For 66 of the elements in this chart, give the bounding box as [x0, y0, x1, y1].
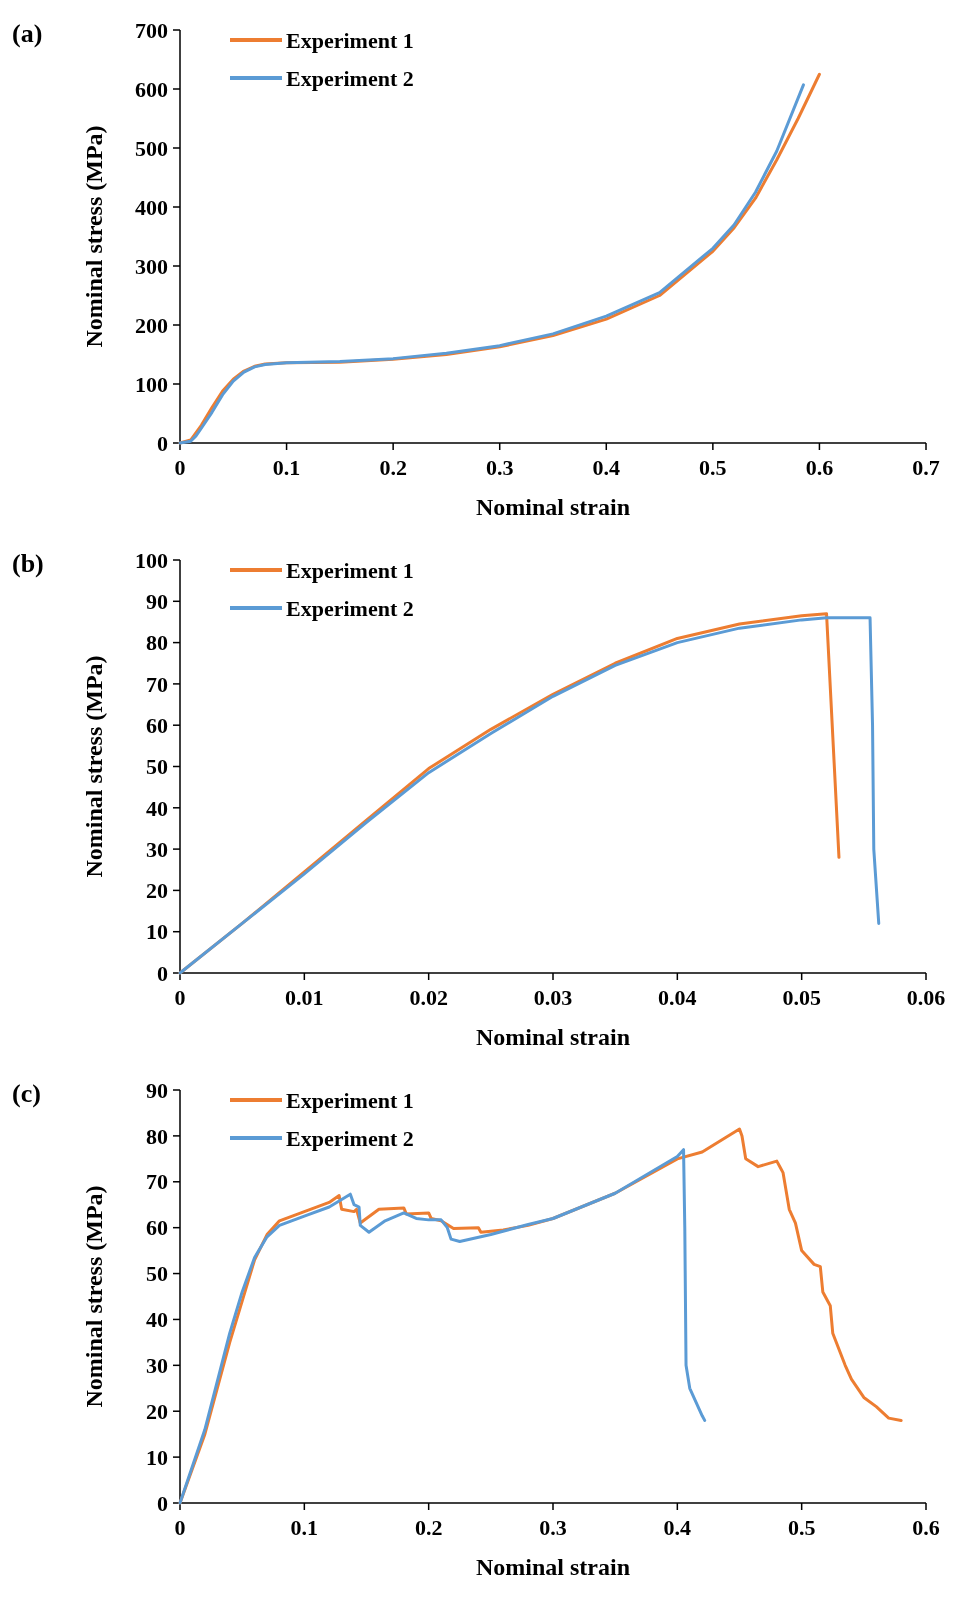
- x-tick-label: 0: [174, 985, 186, 1010]
- chart-title: (a): [12, 19, 43, 48]
- x-tick-label: 0.6: [805, 455, 834, 480]
- y-tick-label: 10: [146, 919, 168, 945]
- y-tick-label: 0: [157, 960, 168, 986]
- x-tick-label: 0.5: [699, 455, 727, 480]
- y-tick-label: 0: [157, 430, 168, 456]
- y-tick-label: 100: [135, 371, 168, 397]
- x-tick-label: 0.05: [782, 985, 821, 1010]
- x-tick-label: 0.5: [787, 1515, 816, 1540]
- x-tick-label: 0.4: [663, 1515, 692, 1540]
- y-tick-label: 60: [146, 1215, 168, 1241]
- y-tick-label: 90: [146, 589, 168, 614]
- y-tick-label: 70: [146, 671, 168, 697]
- x-tick-label: 0.4: [592, 455, 621, 480]
- x-tick-label: 0.6: [912, 1515, 940, 1540]
- y-tick-label: 50: [146, 1261, 168, 1287]
- legend-label: Experiment 2: [286, 595, 414, 621]
- y-tick-label: 70: [146, 1169, 168, 1195]
- y-tick-label: 20: [146, 1398, 168, 1424]
- legend-label: Experiment 1: [286, 557, 414, 583]
- x-tick-label: 0.01: [285, 985, 324, 1010]
- x-axis-title: Nominal strain: [475, 1024, 631, 1050]
- x-tick-label: 0.7: [912, 455, 940, 480]
- x-tick-label: 0.1: [290, 1515, 319, 1540]
- x-tick-label: 0.02: [409, 985, 448, 1010]
- x-tick-label: 0.3: [485, 455, 514, 480]
- x-tick-label: 0.06: [906, 985, 946, 1010]
- legend-label: Experiment 2: [286, 65, 414, 91]
- y-tick-label: 80: [146, 1123, 168, 1149]
- y-tick-label: 30: [146, 836, 168, 862]
- y-tick-label: 50: [146, 754, 168, 780]
- y-tick-label: 0: [157, 1490, 168, 1516]
- x-tick-label: 0.03: [533, 985, 573, 1010]
- x-tick-label: 0: [174, 455, 186, 480]
- y-tick-label: 700: [135, 17, 168, 43]
- x-tick-label: 0.2: [414, 1515, 443, 1540]
- chart-title: (b): [12, 549, 44, 578]
- x-tick-label: 0.04: [658, 985, 697, 1010]
- y-tick-label: 30: [146, 1353, 168, 1379]
- x-axis-title: Nominal strain: [475, 1554, 631, 1580]
- y-tick-label: 10: [146, 1444, 168, 1470]
- chart-title: (c): [12, 1079, 41, 1108]
- y-tick-label: 80: [146, 630, 168, 656]
- y-tick-label: 100: [135, 547, 168, 573]
- y-tick-label: 400: [135, 194, 168, 220]
- y-axis-title: Nominal stress (MPa): [81, 125, 107, 348]
- x-tick-label: 0.3: [539, 1515, 567, 1540]
- legend-label: Experiment 1: [286, 27, 414, 53]
- y-axis-title: Nominal stress (MPa): [81, 655, 107, 878]
- y-tick-label: 40: [146, 795, 168, 821]
- x-tick-label: 0.2: [379, 455, 407, 480]
- y-tick-label: 600: [135, 76, 168, 102]
- y-tick-label: 90: [146, 1077, 168, 1103]
- x-tick-label: 0: [174, 1515, 186, 1540]
- y-tick-label: 40: [146, 1307, 168, 1333]
- x-axis-title: Nominal strain: [475, 494, 631, 520]
- legend-label: Experiment 2: [286, 1125, 414, 1151]
- y-tick-label: 200: [135, 312, 168, 338]
- y-tick-label: 300: [135, 253, 168, 279]
- legend-label: Experiment 1: [286, 1087, 414, 1113]
- x-tick-label: 0.1: [272, 455, 301, 480]
- y-tick-label: 500: [135, 135, 168, 161]
- y-tick-label: 20: [146, 878, 168, 904]
- y-axis-title: Nominal stress (MPa): [81, 1185, 107, 1408]
- y-tick-label: 60: [146, 712, 168, 738]
